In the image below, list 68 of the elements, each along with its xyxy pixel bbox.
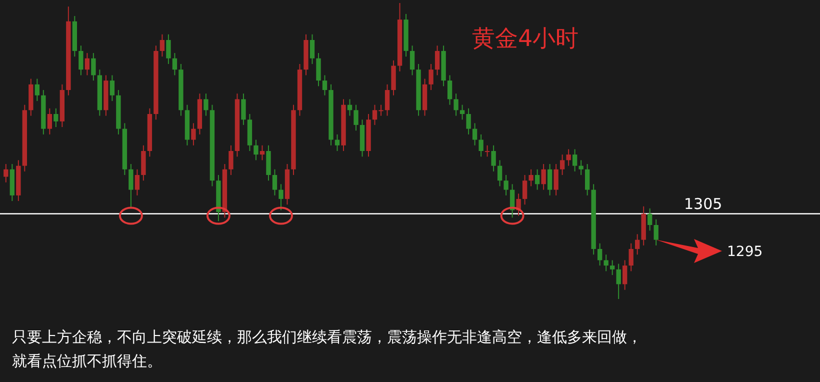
candlestick — [504, 174, 508, 196]
candlestick — [254, 139, 258, 161]
candlestick — [166, 34, 171, 64]
text: 只要上方企稳，不向上突破延续，那么我们继续看震荡，震荡操作无非逢高空，逢低多来回做， — [12, 328, 642, 346]
candlestick — [522, 174, 528, 206]
candlestick — [616, 263, 621, 300]
candlestick — [160, 34, 165, 58]
candlestick — [260, 144, 265, 161]
text: 就看点位抓不抓得住。 — [12, 352, 162, 370]
candlestick — [634, 234, 640, 256]
candlestick — [454, 93, 458, 116]
text: 1305 — [684, 194, 722, 213]
candlestick — [610, 260, 615, 276]
candlestick — [347, 98, 352, 116]
candlestick — [434, 45, 440, 76]
candlestick — [241, 93, 246, 126]
candlestick — [478, 134, 484, 158]
candlestick — [91, 52, 96, 82]
candlestick — [628, 242, 634, 272]
candlestick — [647, 208, 652, 232]
candlestick — [110, 74, 115, 102]
candlestick — [134, 168, 140, 196]
candlestick — [410, 45, 415, 76]
candlestick — [354, 104, 358, 132]
candlestick — [578, 160, 584, 176]
candlestick — [584, 164, 590, 196]
candlestick — [172, 52, 178, 76]
candlestick — [428, 63, 434, 91]
candlestick — [560, 154, 565, 176]
candlestick — [78, 45, 84, 76]
candlestick — [84, 52, 90, 76]
candlestick — [322, 74, 328, 96]
candlestick — [34, 78, 40, 102]
candlestick — [4, 164, 8, 183]
candlestick — [654, 218, 658, 246]
candlestick — [310, 34, 315, 64]
candlestick — [272, 168, 278, 196]
candlestick — [54, 108, 58, 128]
candlestick — [541, 164, 546, 190]
candlestick — [472, 122, 478, 146]
candlestick — [316, 52, 321, 87]
candlestick — [204, 93, 208, 116]
candlestick — [278, 184, 284, 211]
candlestick — [266, 144, 271, 182]
candlestick — [622, 260, 628, 290]
candlestick — [547, 164, 552, 196]
candlestick — [554, 164, 558, 196]
candlestick — [497, 160, 502, 187]
text: 1295 — [727, 244, 763, 260]
candlestick — [460, 104, 465, 120]
candlestick — [334, 134, 340, 152]
candlestick — [528, 168, 534, 187]
candlestick — [141, 144, 146, 182]
candlestick — [128, 164, 134, 209]
candlestick — [191, 122, 196, 146]
candlestick — [604, 254, 608, 272]
candlestick — [447, 74, 452, 106]
candlestick — [566, 148, 571, 166]
candlestick — [466, 108, 471, 135]
candlestick — [47, 108, 52, 135]
text: 黄金4小时 — [472, 26, 579, 52]
candlestick — [534, 168, 540, 190]
candlestick — [597, 242, 602, 266]
candlestick — [384, 84, 390, 116]
candlestick — [572, 148, 578, 172]
candlestick — [491, 144, 496, 172]
candlestick — [228, 144, 234, 176]
candlestick — [484, 144, 490, 158]
